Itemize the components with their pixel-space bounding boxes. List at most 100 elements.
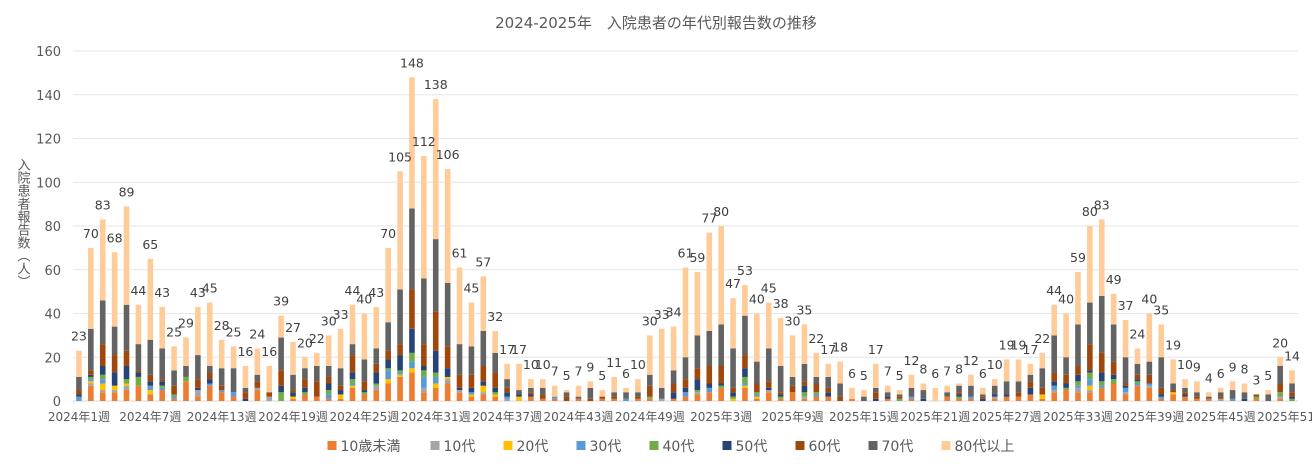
- data-label: 17: [499, 342, 515, 357]
- bar-segment-7: [159, 348, 165, 380]
- bar-segment-8: [468, 302, 475, 347]
- bar-segment-0: [373, 390, 380, 401]
- bar-segment-1: [1075, 387, 1081, 393]
- bar-segment-8: [409, 77, 415, 209]
- bar-segment-7: [88, 328, 94, 371]
- bar-segment-0: [1027, 394, 1034, 401]
- bar-segment-7: [421, 278, 427, 345]
- bar-segment-0: [290, 398, 296, 401]
- bar-segment-3: [813, 394, 820, 397]
- bar-segment-3: [218, 390, 225, 393]
- bar-segment-7: [920, 390, 927, 399]
- bar-segment-7: [682, 357, 689, 380]
- bar-segment-6: [206, 372, 213, 380]
- bar-segment-5: [991, 394, 998, 397]
- bar-segment-0: [195, 396, 201, 401]
- data-label: 59: [1070, 250, 1086, 265]
- data-label: 43: [154, 285, 170, 300]
- bar-segment-4: [183, 376, 189, 382]
- bar-segment-7: [789, 376, 796, 386]
- bar-segment-7: [1170, 383, 1176, 391]
- data-label: 9: [1229, 359, 1237, 374]
- bar-segment-5: [397, 355, 403, 371]
- bar-segment-4: [1110, 379, 1117, 384]
- bar-segment-0: [765, 392, 772, 401]
- bar-segment-8: [944, 385, 950, 393]
- data-label: 38: [773, 296, 789, 311]
- bar-segment-8: [432, 99, 439, 240]
- data-label: 44: [130, 283, 146, 298]
- bar-segment-8: [76, 350, 82, 377]
- data-label: 6: [979, 366, 987, 381]
- bar-segment-8: [123, 206, 130, 305]
- data-label: 17: [511, 342, 527, 357]
- data-label: 6: [622, 366, 630, 381]
- data-label: 30: [785, 313, 801, 328]
- x-tick-label: 2025年3週: [690, 410, 752, 424]
- bar-segment-6: [1134, 374, 1141, 380]
- bar-segment-7: [908, 387, 915, 397]
- bar-segment-4: [1253, 396, 1260, 399]
- data-label: 44: [1046, 283, 1062, 298]
- legend-swatch: [795, 441, 805, 450]
- bar-segment-5: [206, 379, 213, 384]
- bar-segment-8: [670, 326, 677, 371]
- bar-segment-8: [789, 335, 796, 377]
- bar-segment-7: [1229, 390, 1236, 399]
- bar-segment-5: [349, 372, 356, 380]
- data-label: 32: [487, 309, 503, 324]
- data-label: 43: [190, 285, 206, 300]
- bar-segment-5: [1075, 374, 1081, 382]
- bar-segment-8: [611, 376, 617, 393]
- bar-segment-8: [754, 313, 760, 362]
- legend-label: 30代: [590, 439, 622, 455]
- bar-segment-8: [813, 352, 820, 377]
- bar-segment-6: [1075, 366, 1081, 375]
- data-label: 148: [400, 55, 424, 70]
- bar-segment-6: [218, 385, 225, 391]
- data-label: 10: [630, 357, 646, 372]
- bar-segment-0: [159, 390, 165, 401]
- bar-segment-0: [432, 387, 439, 401]
- bar-segment-8: [1229, 381, 1236, 391]
- bar-segment-1: [504, 398, 510, 401]
- x-tick-label: 2024年1週: [48, 410, 110, 424]
- data-label: 70: [380, 226, 396, 241]
- x-tick-label: 2025年45週: [1186, 410, 1256, 424]
- bar-segment-7: [76, 376, 82, 391]
- bar-segment-5: [528, 394, 534, 397]
- bar-segment-6: [456, 374, 463, 388]
- bar-segment-7: [444, 282, 451, 347]
- data-label: 40: [1141, 292, 1157, 307]
- bar-segment-0: [1158, 398, 1165, 401]
- bar-segment-7: [1087, 302, 1093, 345]
- bar-segment-0: [480, 394, 487, 401]
- bar-segment-5: [980, 398, 986, 401]
- bar-segment-4: [813, 392, 820, 395]
- bar-segment-0: [670, 398, 677, 401]
- legend-item: 30代: [576, 439, 622, 455]
- bar-segment-8: [99, 219, 106, 301]
- bar-segment-7: [1217, 392, 1224, 397]
- bar-segment-7: [99, 300, 106, 345]
- legend-label: 10代: [444, 439, 476, 455]
- bar-segment-6: [468, 374, 475, 388]
- bar-segment-6: [254, 381, 261, 388]
- bar-segment-0: [1170, 394, 1176, 401]
- bar-segment-5: [1063, 383, 1069, 388]
- bar-segment-0: [361, 394, 368, 401]
- bar-segment-6: [611, 396, 617, 399]
- bar-segment-5: [777, 394, 784, 397]
- x-axis-ticks: 2024年1週 2024年7週 2024年13週 2024年19週 2024年25週 20…: [48, 410, 1312, 424]
- bar-segment-6: [1277, 383, 1283, 393]
- bar-segment-5: [302, 387, 308, 393]
- data-label: 34: [666, 305, 682, 320]
- bar-segment-4: [1134, 381, 1141, 384]
- bar-segment-6: [480, 366, 487, 382]
- bar-segment-6: [599, 396, 606, 399]
- bar-segment-8: [599, 390, 606, 397]
- bar-segment-0: [801, 398, 808, 401]
- bar-segment-5: [920, 398, 927, 401]
- bar-segment-8: [337, 328, 344, 369]
- bar-segment-6: [1063, 374, 1069, 384]
